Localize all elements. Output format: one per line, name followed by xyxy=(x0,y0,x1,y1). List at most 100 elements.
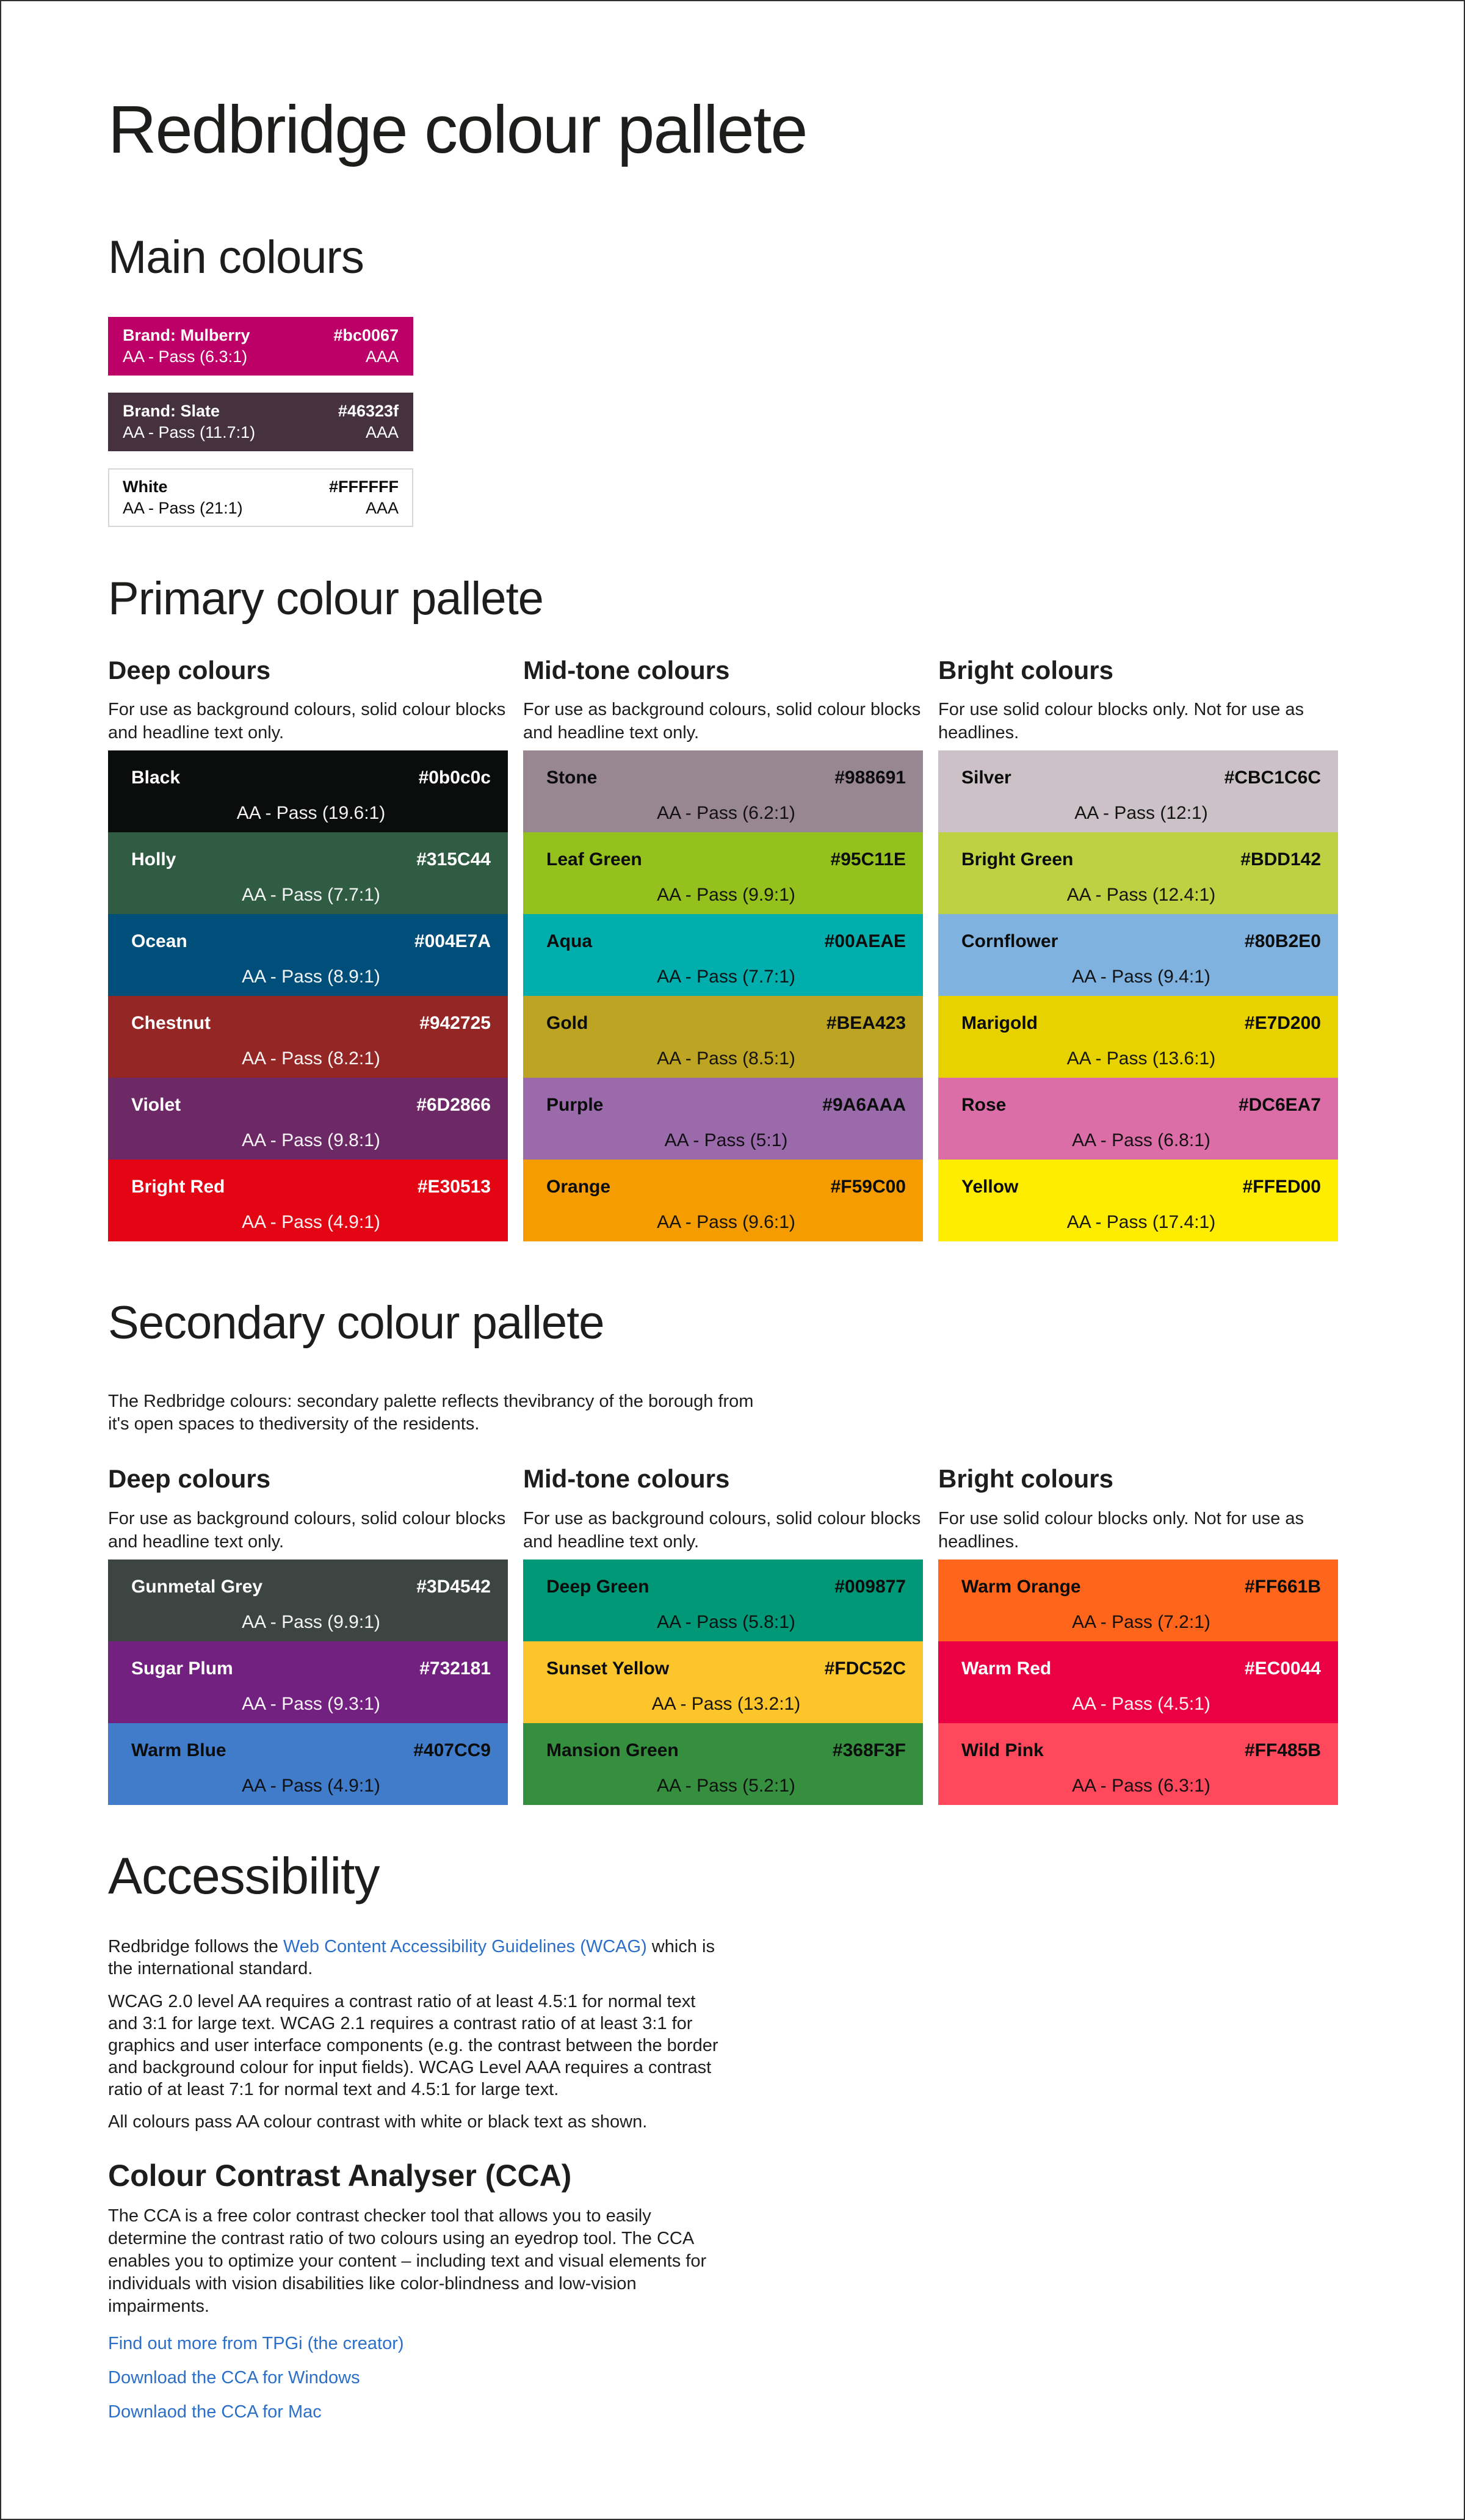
swatch-name: Gold xyxy=(546,1013,588,1034)
swatch-hex: #315C44 xyxy=(416,849,491,870)
swatch-name: Holly xyxy=(131,849,176,870)
column-description: For use as background colours, solid col… xyxy=(523,700,921,743)
secondary-palette-grid: Deep colours For use as background colou… xyxy=(108,1464,1357,1805)
swatch-title-row: Gunmetal Grey #3D4542 xyxy=(131,1576,491,1598)
swatch-hex: #988691 xyxy=(834,768,906,788)
swatch-hex: #9A6AAA xyxy=(822,1095,906,1116)
wcag-link[interactable]: Web Content Accessibility Guidelines (WC… xyxy=(283,1937,647,1957)
swatch-title-row: Sugar Plum #732181 xyxy=(131,1658,491,1680)
colour-swatch: Leaf Green #95C11E AA - Pass (9.9:1) xyxy=(523,832,923,915)
swatch-name: Deep Green xyxy=(546,1576,649,1597)
swatch-name: Warm Blue xyxy=(131,1740,226,1760)
column-title: Mid-tone colours xyxy=(523,656,730,685)
primary-palette-heading: Primary colour pallete xyxy=(108,573,544,625)
main-colours-heading: Main colours xyxy=(108,231,364,283)
swatch-name: Warm Orange xyxy=(961,1576,1081,1597)
swatch-contrast-row: AA - Pass (11.7:1) AAA xyxy=(123,422,399,443)
swatch-stack: Stone #988691 AA - Pass (6.2:1) Leaf Gre… xyxy=(523,750,923,1242)
swatch-contrast: AA - Pass (4.5:1) xyxy=(1072,1693,1210,1714)
swatch-contrast-row: AA - Pass (21:1) AAA xyxy=(123,498,399,519)
swatch-hex: #DC6EA7 xyxy=(1238,1095,1321,1116)
swatch-name: Black xyxy=(131,768,181,788)
swatch-contrast: AA - Pass (6.2:1) xyxy=(657,803,795,824)
swatch-contrast: AA - Pass (9.4:1) xyxy=(1072,967,1210,987)
column-title: Bright colours xyxy=(938,1464,1114,1494)
secondary-palette-heading: Secondary colour pallete xyxy=(108,1297,605,1349)
swatch-hex: #004E7A xyxy=(414,931,491,952)
swatch-title-row: Warm Orange #FF661B xyxy=(961,1576,1321,1598)
colour-swatch: Black #0b0c0c AA - Pass (19.6:1) xyxy=(108,750,508,833)
contrast-note-paragraph: All colours pass AA colour contrast with… xyxy=(108,2112,648,2132)
colour-swatch: Bright Green #BDD142 AA - Pass (12.4:1) xyxy=(938,832,1338,915)
column-title: Bright colours xyxy=(938,656,1114,685)
swatch-hex: #BDD142 xyxy=(1240,849,1321,870)
column-description: For use as background colours, solid col… xyxy=(108,700,506,743)
swatch-name: Rose xyxy=(961,1095,1007,1116)
swatch-contrast: AA - Pass (12.4:1) xyxy=(1066,885,1216,906)
swatch-hex: #FF485B xyxy=(1244,1740,1321,1760)
secondary-bright-column: Bright colours For use solid colour bloc… xyxy=(938,1464,1338,1805)
swatch-hex: #FF661B xyxy=(1244,1576,1321,1597)
swatch-title-row: Bright Red #E30513 xyxy=(131,1176,491,1198)
cca-link[interactable]: Downlaod the CCA for Mac xyxy=(108,2402,322,2422)
swatch-contrast: AA - Pass (9.6:1) xyxy=(657,1212,795,1233)
swatch-name: White xyxy=(123,477,168,496)
swatch-name: Aqua xyxy=(546,931,592,952)
intro-text-after: which is the international standard. xyxy=(108,1937,715,1979)
swatch-title-row: Black #0b0c0c xyxy=(131,767,491,789)
content: Redbridge colour pallete Main colours Br… xyxy=(1,1,1464,2423)
swatch-title-row: Silver #CBC1C6C xyxy=(961,767,1321,789)
cca-link[interactable]: Download the CCA for Windows xyxy=(108,2368,360,2388)
swatch-name: Sugar Plum xyxy=(131,1658,233,1679)
swatch-title-row: Wild Pink #FF485B xyxy=(961,1740,1321,1762)
swatch-wcag-level: AAA xyxy=(365,347,399,366)
swatch-hex: #942725 xyxy=(419,1013,491,1034)
primary-midtone-column: Mid-tone colours For use as background c… xyxy=(523,655,923,1242)
swatch-contrast: AA - Pass (17.4:1) xyxy=(1066,1212,1216,1233)
swatch-title-row: Deep Green #009877 xyxy=(546,1576,906,1598)
swatch-contrast: AA - Pass (4.9:1) xyxy=(242,1775,380,1796)
swatch-name: Yellow xyxy=(961,1177,1019,1197)
swatch-contrast: AA - Pass (7.2:1) xyxy=(1072,1611,1210,1632)
colour-swatch: Orange #F59C00 AA - Pass (9.6:1) xyxy=(523,1160,923,1242)
swatch-hex: #46323f xyxy=(338,402,399,421)
accessibility-intro: Redbridge follows the Web Content Access… xyxy=(108,1936,963,1980)
swatch-contrast: AA - Pass (11.7:1) xyxy=(123,423,256,442)
colour-swatch: Warm Blue #407CC9 AA - Pass (4.9:1) xyxy=(108,1723,508,1805)
primary-deep-column: Deep colours For use as background colou… xyxy=(108,655,508,1242)
main-colour-swatch: Brand: Slate #46323f AA - Pass (11.7:1) … xyxy=(108,393,413,452)
swatch-hex: #95C11E xyxy=(830,849,906,870)
colour-swatch: Holly #315C44 AA - Pass (7.7:1) xyxy=(108,832,508,915)
swatch-contrast: AA - Pass (8.2:1) xyxy=(242,1048,380,1069)
cca-link[interactable]: Find out more from TPGi (the creator) xyxy=(108,2334,404,2354)
colour-swatch: Purple #9A6AAA AA - Pass (5:1) xyxy=(523,1078,923,1160)
swatch-contrast: AA - Pass (5.2:1) xyxy=(657,1775,795,1796)
swatch-title-row: Cornflower #80B2E0 xyxy=(961,931,1321,953)
swatch-stack: Warm Orange #FF661B AA - Pass (7.2:1) Wa… xyxy=(938,1559,1338,1805)
colour-swatch: Deep Green #009877 AA - Pass (5.8:1) xyxy=(523,1559,923,1641)
swatch-contrast: AA - Pass (6.3:1) xyxy=(1072,1775,1210,1796)
accessibility-heading: Accessibility xyxy=(108,1846,380,1905)
swatch-contrast: AA - Pass (7.7:1) xyxy=(242,885,380,906)
swatch-contrast: AA - Pass (19.6:1) xyxy=(236,803,386,824)
wcag-requirements-paragraph: WCAG 2.0 level AA requires a contrast ra… xyxy=(108,1992,718,2100)
swatch-name: Wild Pink xyxy=(961,1740,1044,1760)
swatch-title-row: Sunset Yellow #FDC52C xyxy=(546,1658,906,1680)
swatch-name: Orange xyxy=(546,1177,611,1197)
swatch-contrast: AA - Pass (13.6:1) xyxy=(1066,1048,1216,1069)
swatch-name: Gunmetal Grey xyxy=(131,1576,263,1597)
swatch-contrast: AA - Pass (9.9:1) xyxy=(657,885,795,906)
swatch-hex: #732181 xyxy=(419,1658,491,1679)
swatch-title-row: Stone #988691 xyxy=(546,767,906,789)
colour-swatch: Warm Red #EC0044 AA - Pass (4.5:1) xyxy=(938,1641,1338,1723)
colour-swatch: Rose #DC6EA7 AA - Pass (6.8:1) xyxy=(938,1078,1338,1160)
swatch-contrast: AA - Pass (8.9:1) xyxy=(242,967,380,987)
swatch-contrast: AA - Pass (7.7:1) xyxy=(657,967,795,987)
swatch-name: Purple xyxy=(546,1095,604,1116)
swatch-name: Marigold xyxy=(961,1013,1038,1034)
swatch-wcag-level: AAA xyxy=(365,423,399,442)
swatch-title-row: White #FFFFFF xyxy=(123,476,399,498)
swatch-hex: #CBC1C6C xyxy=(1224,768,1321,788)
swatch-name: Bright Red xyxy=(131,1177,225,1197)
